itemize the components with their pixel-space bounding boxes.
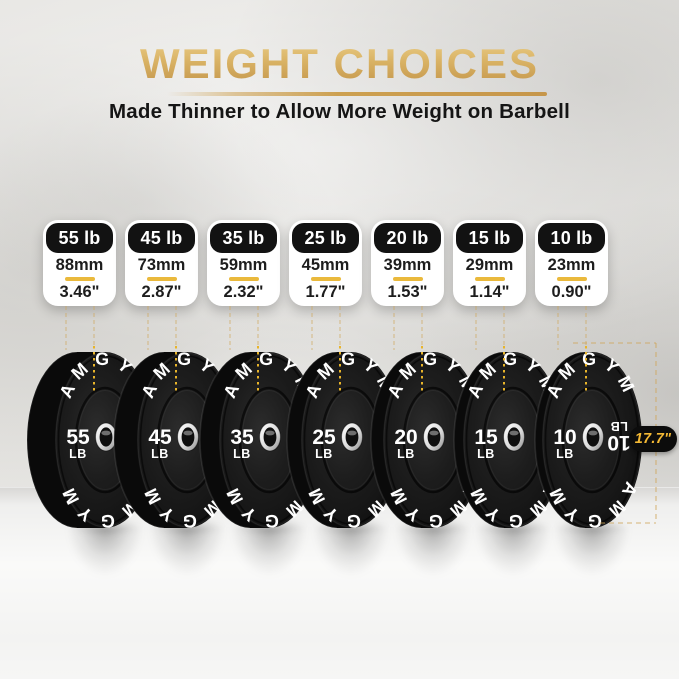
- spec-card-thickness-inch: 2.87": [141, 282, 182, 301]
- plate-reflection: [305, 527, 397, 593]
- svg-text:20: 20: [394, 426, 417, 449]
- spec-card-thickness-inch: 1.77": [305, 282, 346, 301]
- plate-reflection: [387, 527, 479, 593]
- plate-weight-text: 20 LB: [394, 426, 417, 461]
- spec-card-divider-icon: [228, 277, 259, 281]
- spec-card: 55 lb 88mm 3.46": [43, 220, 116, 306]
- title-underline: [167, 92, 547, 96]
- weight-plate: AMGYM AMGYM 25 LB: [286, 349, 401, 531]
- plate-weight-text-mirrored: 10 LB: [607, 419, 630, 454]
- spec-card-body: 59mm 2.32": [210, 253, 277, 302]
- spec-card-divider-icon: [474, 277, 505, 281]
- plate-weight-text: 15 LB: [474, 426, 498, 461]
- plate-reflection: [546, 527, 638, 593]
- page-subtitle: Made Thinner to Allow More Weight on Bar…: [109, 100, 570, 123]
- dimension-pill: 17.7": [629, 426, 677, 452]
- weight-plate: AMGYM AMGYM 20 LB: [370, 349, 483, 531]
- spec-card-body: 88mm 3.46": [46, 253, 113, 302]
- plate-hub-icon: [177, 422, 199, 452]
- weight-plate: AMGYM AMGYM 15 LB: [453, 349, 563, 531]
- spec-card-divider-icon: [556, 277, 587, 281]
- svg-text:LB: LB: [397, 447, 415, 461]
- spec-card-body: 39mm 1.53": [374, 253, 441, 302]
- plate-hub-icon: [95, 422, 117, 452]
- svg-text:25: 25: [312, 426, 336, 449]
- svg-text:10: 10: [607, 431, 630, 454]
- spec-card-divider-icon: [392, 277, 423, 281]
- spec-card-weight-label: 55 lb: [46, 223, 113, 253]
- spec-card-thickness-mm: 59mm: [219, 256, 268, 274]
- plate-weight-text: 25 LB: [312, 426, 336, 461]
- spec-card-thickness-mm: 23mm: [547, 256, 596, 274]
- spec-card-divider-icon: [310, 277, 341, 281]
- plate-reflection: [223, 527, 315, 593]
- plate-weight-text: 10 LB: [553, 426, 576, 461]
- spec-card-divider-icon: [64, 277, 95, 281]
- spec-card: 15 lb 29mm 1.14": [453, 220, 526, 306]
- spec-card-body: 73mm 2.87": [128, 253, 195, 302]
- spec-card-thickness-inch: 1.53": [387, 282, 428, 301]
- plate-hub-icon: [259, 422, 281, 452]
- plate-hub-icon: [341, 422, 363, 452]
- svg-text:LB: LB: [233, 447, 251, 461]
- weight-plate: AMGYM AMGYM 10 LB 10 LB: [534, 349, 642, 531]
- spec-card-weight-label: 25 lb: [292, 223, 359, 253]
- svg-text:LB: LB: [477, 447, 495, 461]
- spec-card-thickness-mm: 88mm: [55, 256, 104, 274]
- svg-text:15: 15: [474, 426, 498, 449]
- spec-card-thickness-inch: 2.32": [223, 282, 264, 301]
- svg-text:LB: LB: [610, 419, 628, 433]
- plate-weight-text: 55 LB: [66, 426, 90, 461]
- plate-reflection: [59, 527, 151, 593]
- svg-text:35: 35: [230, 426, 254, 449]
- plate-reflection: [141, 527, 233, 593]
- spec-card-thickness-inch: 0.90": [551, 282, 592, 301]
- spec-card: 20 lb 39mm 1.53": [371, 220, 444, 306]
- spec-card-thickness-mm: 39mm: [383, 256, 432, 274]
- spec-cards-row: 55 lb 88mm 3.46" 45 lb 73mm 2.87" 35 lb …: [43, 220, 608, 306]
- spec-card-thickness-inch: 3.46": [59, 282, 100, 301]
- svg-text:10: 10: [553, 426, 576, 449]
- svg-text:55: 55: [66, 426, 90, 449]
- svg-text:45: 45: [148, 426, 172, 449]
- spec-card-weight-label: 15 lb: [456, 223, 523, 253]
- spec-card-body: 45mm 1.77": [292, 253, 359, 302]
- spec-card: 35 lb 59mm 2.32": [207, 220, 280, 306]
- spec-card-body: 29mm 1.14": [456, 253, 523, 302]
- svg-text:LB: LB: [315, 447, 333, 461]
- plate-hub-icon: [423, 422, 445, 452]
- plate-hub-icon: [503, 422, 525, 452]
- spec-card-body: 23mm 0.90": [538, 253, 605, 302]
- plate-weight-text: 45 LB: [148, 426, 172, 461]
- plate-weight-text: 35 LB: [230, 426, 254, 461]
- spec-card-thickness-mm: 29mm: [465, 256, 514, 274]
- spec-card-thickness-mm: 73mm: [137, 256, 186, 274]
- spec-card: 10 lb 23mm 0.90": [535, 220, 608, 306]
- spec-card-weight-label: 45 lb: [128, 223, 195, 253]
- plate-hub-icon: [582, 422, 604, 452]
- spec-card: 25 lb 45mm 1.77": [289, 220, 362, 306]
- spec-card-divider-icon: [146, 277, 177, 281]
- spec-card-weight-label: 10 lb: [538, 223, 605, 253]
- spec-card: 45 lb 73mm 2.87": [125, 220, 198, 306]
- svg-text:LB: LB: [69, 447, 87, 461]
- svg-text:LB: LB: [556, 447, 574, 461]
- plate-reflection: [467, 527, 559, 593]
- plate-inner-ring: [561, 386, 623, 494]
- spec-card-weight-label: 20 lb: [374, 223, 441, 253]
- page-title: WEIGHT CHOICES: [0, 40, 679, 88]
- spec-card-weight-label: 35 lb: [210, 223, 277, 253]
- spec-card-thickness-inch: 1.14": [469, 282, 510, 301]
- spec-card-thickness-mm: 45mm: [301, 256, 350, 274]
- svg-text:LB: LB: [151, 447, 169, 461]
